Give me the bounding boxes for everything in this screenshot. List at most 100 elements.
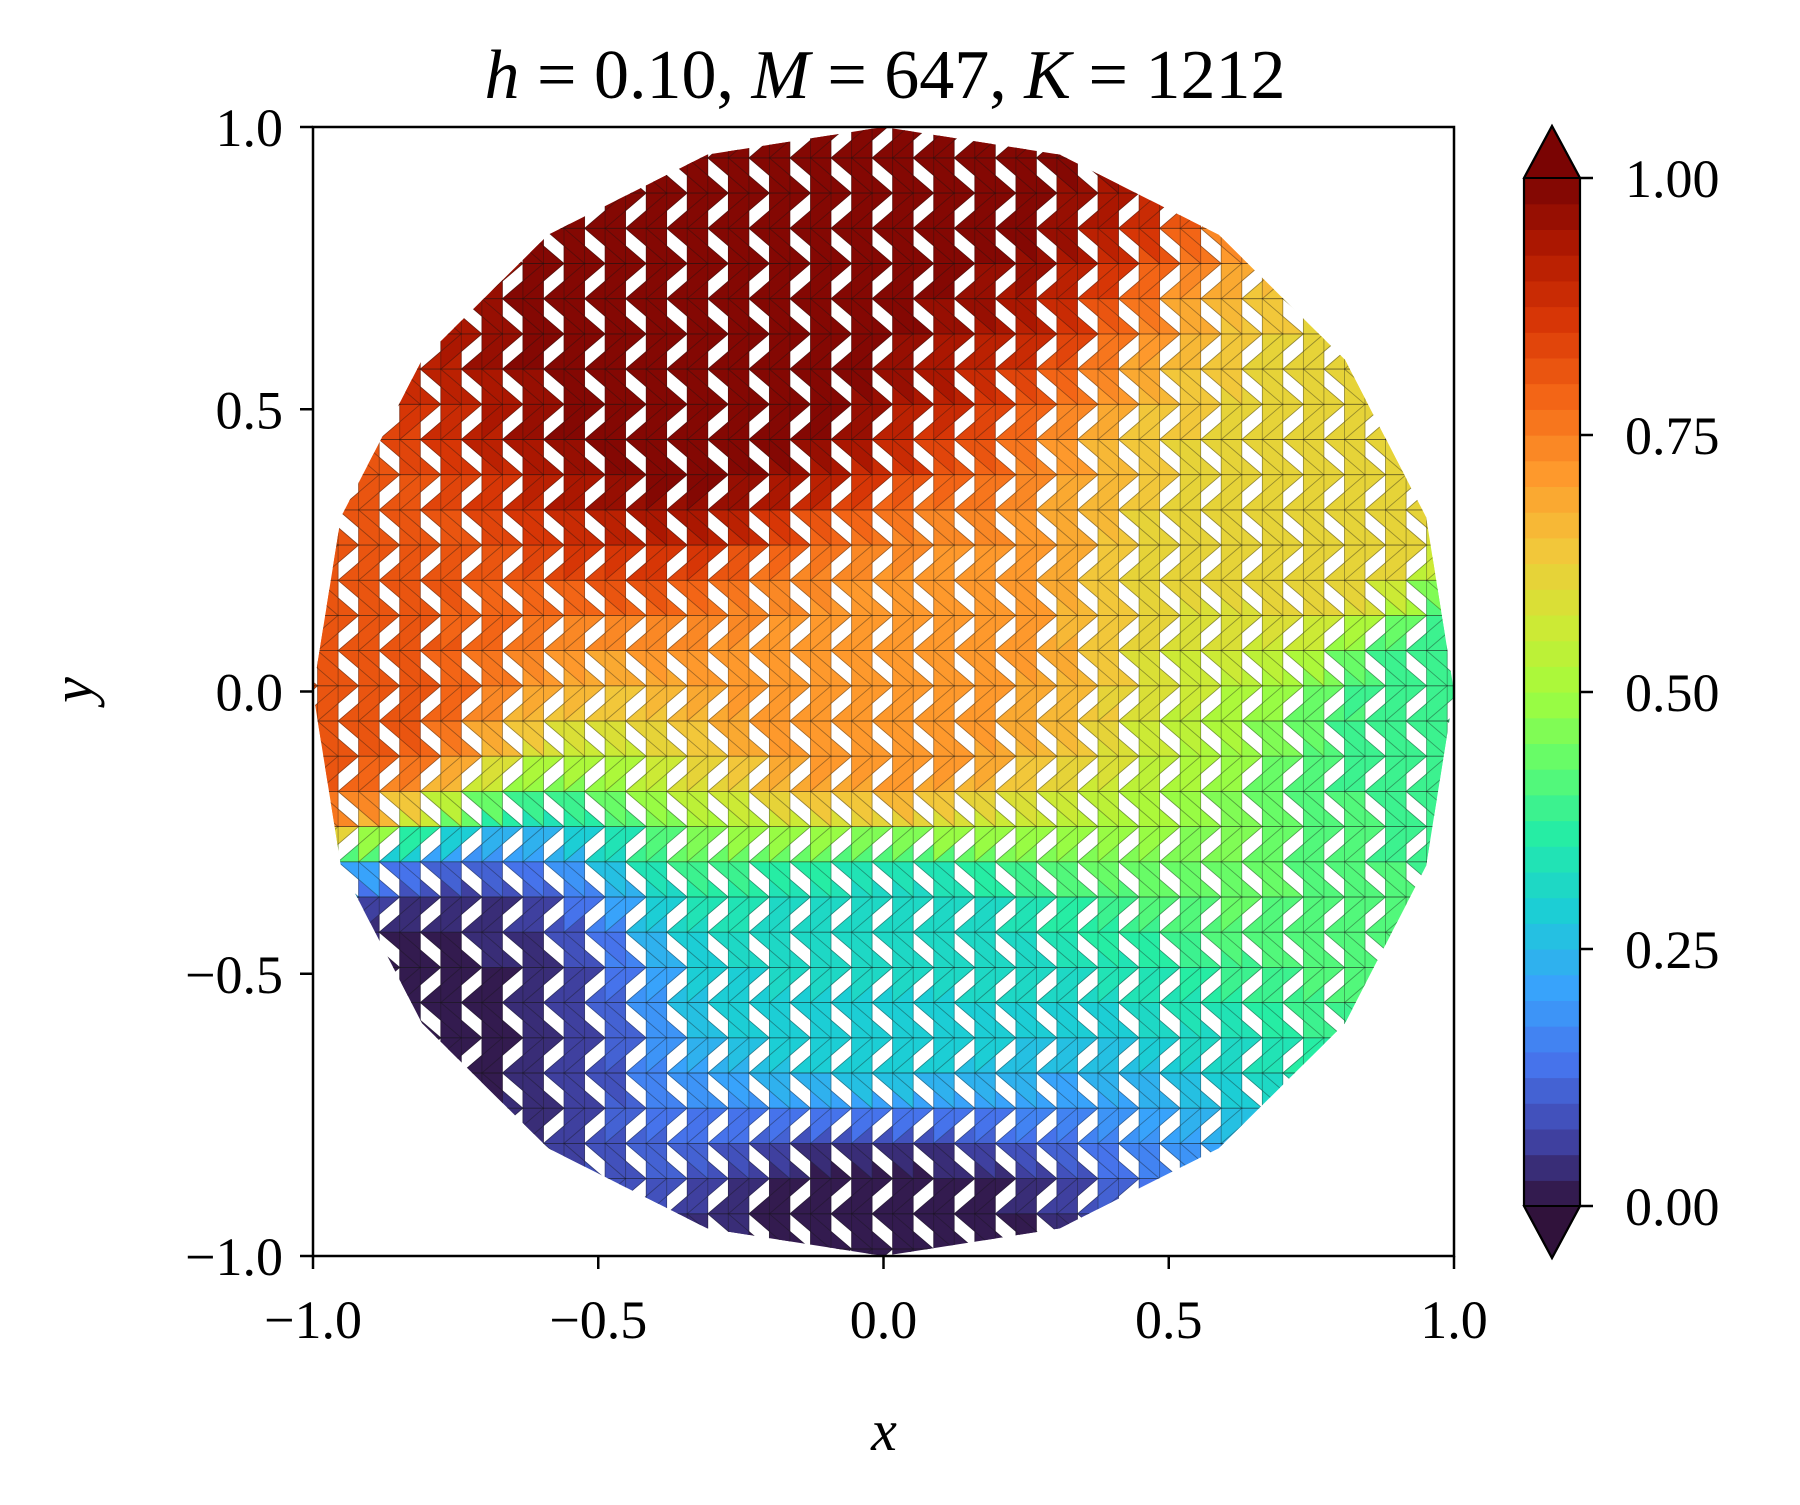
mesh-edge (419, 861, 462, 898)
mesh-edge (1056, 931, 1100, 968)
mesh-edge (974, 1001, 1018, 1039)
mesh-edge (870, 1213, 914, 1250)
mesh-edge (933, 368, 977, 405)
x-tick-label: 0.5 (1135, 1290, 1203, 1350)
mesh-edge (440, 896, 484, 934)
mesh-edge (1035, 157, 1078, 195)
mesh-edge (892, 368, 935, 405)
mesh-edge (974, 368, 1018, 405)
mesh-edge (440, 685, 484, 722)
mesh-edge (1302, 790, 1346, 828)
mesh-edge (501, 790, 544, 828)
mesh-edge (686, 1037, 730, 1074)
mesh-edge (1220, 826, 1264, 863)
mesh-edge (1220, 368, 1264, 405)
colorbar-level (1524, 280, 1580, 308)
mesh-edge (1015, 1142, 1059, 1180)
mesh-edge (358, 720, 401, 757)
mesh-edge (358, 474, 401, 511)
mesh-edge (810, 474, 853, 511)
mesh-edge (1035, 1072, 1078, 1110)
mesh-edge (1076, 790, 1119, 828)
mesh-edge (1158, 579, 1202, 617)
mesh-edge (1281, 650, 1325, 687)
mesh-edge (1344, 1037, 1387, 1074)
mesh-edge (1302, 579, 1346, 616)
mesh-edge (1015, 403, 1059, 441)
mesh-edge (481, 544, 525, 582)
mesh-edge (1322, 403, 1366, 440)
mesh-edge (665, 332, 709, 370)
mesh-edge (645, 685, 689, 722)
mesh-edge (1035, 1036, 1078, 1074)
mesh-edge (1056, 860, 1100, 898)
mesh-edge (542, 403, 586, 440)
mesh-edge (1076, 1213, 1119, 1250)
mesh-edge (419, 403, 462, 440)
mesh-edge (1322, 1036, 1366, 1074)
mesh-edge (851, 297, 894, 335)
colorbar-tick-label: 0.75 (1625, 406, 1720, 466)
mesh-edge (727, 790, 771, 828)
colorbar-level (1524, 178, 1580, 205)
mesh-edge (1076, 298, 1119, 335)
mesh-edge (1240, 579, 1284, 617)
mesh-edge (645, 263, 689, 300)
mesh-edge (1015, 685, 1059, 722)
mesh-edge (419, 332, 462, 370)
mesh-edge (810, 156, 853, 194)
mesh-cell (313, 579, 319, 616)
mesh-edge (604, 966, 648, 1004)
mesh-edge (810, 579, 853, 616)
mesh-edge (563, 931, 607, 968)
mesh-edge (706, 1142, 750, 1180)
mesh-edge (1138, 579, 1182, 616)
mesh-edge (645, 826, 689, 863)
mesh-edge (994, 262, 1037, 300)
mesh-edge (1220, 931, 1264, 968)
mesh-edge (358, 544, 401, 582)
mesh-edge (994, 509, 1037, 547)
mesh-edge (1220, 685, 1264, 722)
mesh-edge (1117, 192, 1161, 229)
mesh-edge (1404, 684, 1448, 722)
colorbar-level (1524, 383, 1580, 410)
mesh-edge (911, 1213, 955, 1250)
mesh-edge (810, 649, 853, 687)
mesh-edge (440, 403, 484, 441)
mesh-edge (747, 1072, 791, 1110)
mesh-edge (974, 1107, 1018, 1145)
mesh-edge (501, 614, 544, 652)
mesh-edge (1158, 1002, 1202, 1039)
mesh-edge (1076, 473, 1119, 511)
mesh-edge (706, 368, 750, 406)
mesh-edge (1344, 544, 1387, 582)
mesh-edge (1035, 790, 1078, 828)
mesh-edge (1076, 684, 1119, 722)
mesh-edge (522, 860, 566, 898)
mesh-edge (952, 157, 996, 195)
mesh-edge (952, 1036, 996, 1074)
mesh-edge (788, 720, 832, 758)
mesh-edge (440, 438, 484, 476)
mesh-edge (747, 439, 791, 476)
mesh-edge (952, 1248, 996, 1256)
mesh-edge (399, 579, 443, 616)
mesh-edge (563, 720, 607, 757)
mesh-edge (399, 685, 443, 722)
mesh-edge (892, 297, 935, 335)
mesh-edge (870, 192, 914, 229)
mesh-edge (645, 1072, 689, 1109)
mesh-edge (768, 156, 812, 194)
mesh-edge (1199, 403, 1243, 440)
mesh-edge (911, 755, 955, 792)
mesh-edge (563, 649, 607, 687)
mesh-edge (1138, 368, 1182, 405)
mesh-edge (665, 1142, 709, 1180)
mesh-edge (1035, 262, 1078, 300)
mesh-edge (1158, 896, 1202, 933)
mesh-edge (952, 332, 996, 370)
mesh-edge (1056, 1142, 1100, 1180)
mesh-edge (419, 509, 462, 547)
mesh-edge (810, 333, 853, 371)
